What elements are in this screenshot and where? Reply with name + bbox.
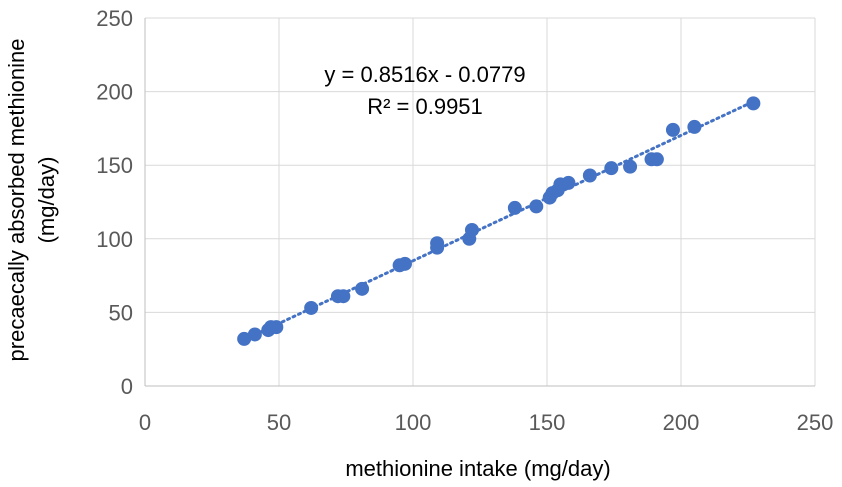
data-point [237,331,252,346]
data-point [464,222,479,237]
y-tick-label: 150 [96,153,133,178]
data-point [336,289,351,304]
data-point [304,300,319,315]
data-point [430,236,445,251]
axes [144,18,815,387]
y-axis-title: precaecally absorbed methionine (mg/day) [4,39,59,362]
data-point [746,96,761,111]
data-point [355,281,370,296]
y-tick-label: 100 [96,227,133,252]
y-axis-title-line2: (mg/day) [34,157,59,244]
data-point [649,152,664,167]
y-tick-label: 0 [121,374,133,399]
data-point [582,168,597,183]
data-point [687,119,702,134]
data-points [237,96,761,346]
x-tick-label: 250 [797,410,834,435]
x-tick-label: 50 [267,410,291,435]
y-tick-label: 50 [109,300,133,325]
x-tick-label: 200 [663,410,700,435]
data-point [397,256,412,271]
data-point [507,200,522,215]
x-tick-label: 100 [395,410,432,435]
data-point [561,175,576,190]
trendline-equation: y = 0.8516x - 0.0779 [324,62,525,87]
x-axis-title: methionine intake (mg/day) [345,456,610,481]
gridlines [145,17,816,386]
y-tick-label: 250 [96,6,133,31]
trendline [242,100,755,342]
r-squared-label: R² = 0.9951 [367,94,483,119]
data-point [269,320,284,335]
x-tick-label: 0 [139,410,151,435]
data-point [604,161,619,176]
x-tick-labels: 0 50 100 150 200 250 [139,410,833,435]
x-tick-label: 150 [529,410,566,435]
data-point [665,122,680,137]
y-tick-labels: 0 50 100 150 200 250 [96,6,133,399]
trendline-line [242,100,755,342]
data-point [529,199,544,214]
data-point [247,327,262,342]
y-tick-label: 200 [96,80,133,105]
y-axis-title-line1: precaecally absorbed methionine [4,39,29,362]
data-point [623,159,638,174]
